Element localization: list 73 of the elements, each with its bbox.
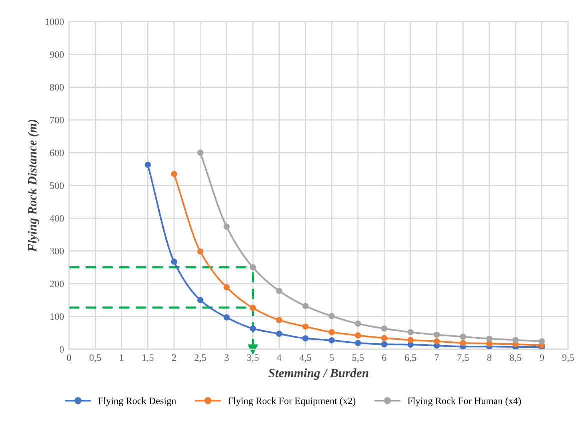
y-tick-label: 300	[50, 248, 64, 255]
x-tick-label: 4	[277, 354, 282, 362]
y-tick-label: 400	[50, 215, 64, 222]
point	[328, 313, 336, 320]
x-tick-label: 5,5	[352, 354, 364, 363]
x-tick-label: 5	[330, 354, 334, 362]
x-tick-label: 8,5	[510, 354, 522, 363]
point	[486, 340, 493, 347]
point	[171, 258, 178, 266]
y-axis-title: Flying Rock Distance (m)	[28, 120, 40, 252]
x-tick-label: 6	[382, 354, 387, 362]
point	[276, 317, 283, 324]
point	[197, 150, 204, 156]
point	[538, 338, 546, 345]
x-tick-label: 2,5	[194, 354, 206, 363]
point	[276, 288, 283, 294]
point	[381, 341, 388, 348]
point	[250, 264, 256, 271]
x-tick-label: 0	[67, 354, 72, 362]
x-tick-label: 1,5	[142, 354, 154, 363]
legend-label: Flying Rock Design	[98, 398, 176, 406]
y-tick-label: 1000	[46, 18, 64, 26]
y-tick-label: 100	[50, 314, 64, 320]
point	[486, 336, 493, 342]
point	[224, 284, 230, 291]
point	[197, 297, 204, 304]
point	[302, 335, 309, 342]
point	[355, 320, 362, 328]
x-tick-label: 3	[224, 354, 229, 362]
point	[328, 329, 336, 336]
point	[250, 305, 256, 312]
point	[224, 314, 230, 321]
y-tick-label: 600	[50, 150, 64, 156]
point	[408, 329, 414, 336]
x-tick-label: 9	[540, 354, 544, 362]
x-tick-label: 1	[120, 354, 124, 362]
x-tick-label: 4,5	[300, 354, 312, 363]
x-tick-label: 2	[172, 354, 176, 362]
point	[276, 330, 283, 338]
x-tick-label: 0,5	[90, 354, 102, 363]
point	[355, 340, 362, 346]
point	[408, 337, 414, 344]
x-tick-label: 6,5	[405, 354, 416, 363]
point	[302, 303, 309, 310]
point	[381, 326, 388, 332]
point	[460, 340, 466, 346]
x-tick-label: 3,5	[248, 354, 259, 363]
x-tick-label: 7,5	[458, 354, 469, 363]
point	[512, 337, 519, 344]
point	[144, 162, 152, 168]
legend-label: Flying Rock For Human (x4)	[408, 398, 522, 406]
point	[381, 335, 388, 342]
x-tick-label: 8	[487, 354, 492, 362]
point	[302, 324, 309, 330]
point	[197, 248, 204, 255]
point	[250, 326, 256, 332]
x-axis-title: Stemming / Burden	[268, 368, 369, 380]
y-tick-label: 800	[50, 84, 64, 91]
x-tick-label: 9,5	[562, 354, 574, 363]
point	[224, 224, 230, 230]
y-tick-label: 900	[50, 52, 64, 58]
point	[355, 332, 362, 339]
x-tick-label: 7	[435, 354, 440, 362]
point	[434, 332, 440, 338]
legend-label: Flying Rock For Equipment (x2)	[228, 398, 356, 406]
y-tick-label: 0	[60, 346, 64, 353]
y-tick-label: 700	[50, 117, 64, 124]
y-tick-label: 500	[50, 182, 64, 190]
point	[434, 338, 440, 345]
point	[171, 171, 178, 178]
y-tick-label: 200	[50, 280, 64, 288]
point	[460, 334, 466, 340]
point	[328, 337, 336, 344]
